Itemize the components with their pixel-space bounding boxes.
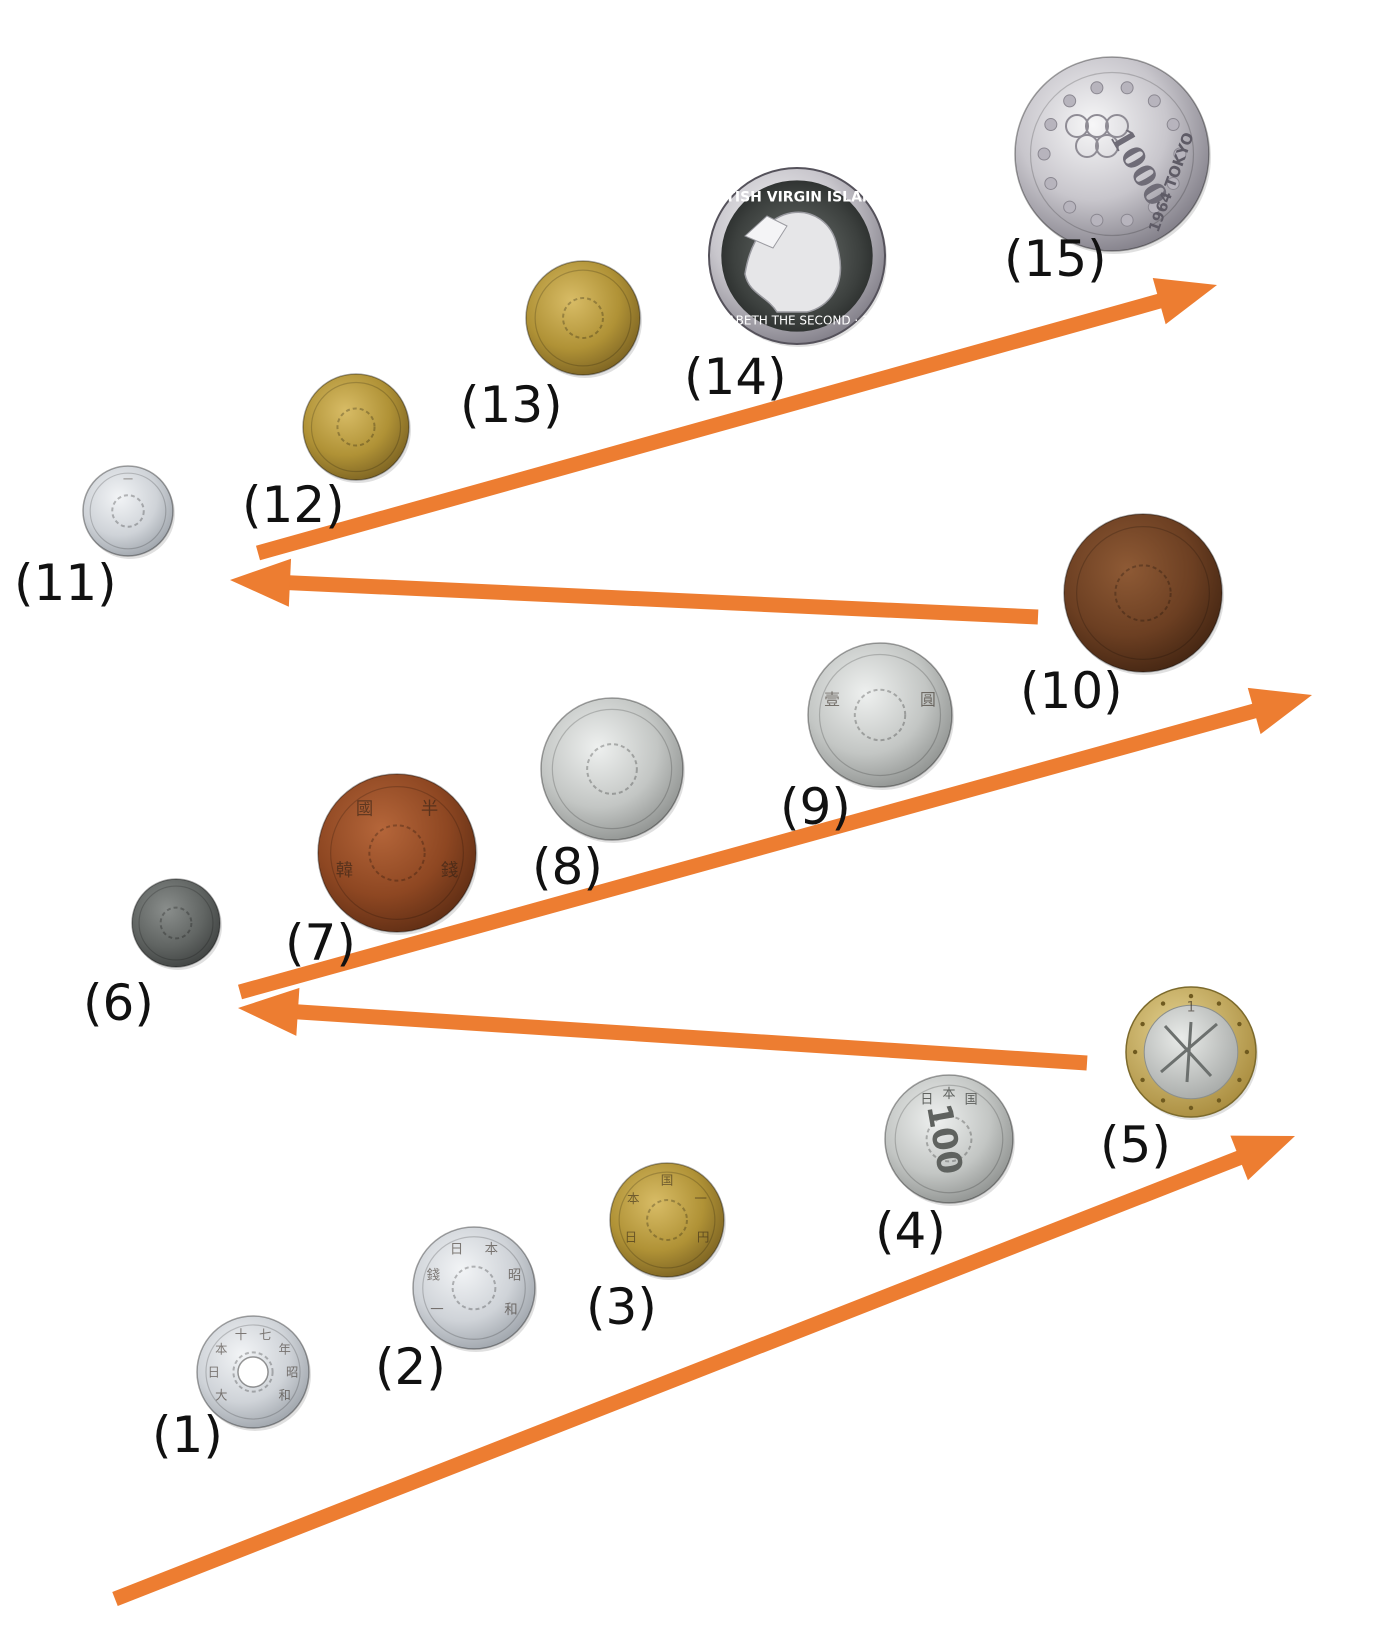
coin-inscription: 一 [430, 1303, 443, 1318]
coin-inscription: ELIZABETH THE SECOND · 1973 [701, 314, 892, 328]
coin-inscription: 昭 [508, 1269, 521, 1284]
coin-inscription: 日 [208, 1365, 220, 1379]
coin-inscription: 本 [942, 1087, 955, 1102]
coin-inscription: 七 [259, 1328, 271, 1342]
coin: 一 錢日 本昭和 [412, 1226, 537, 1352]
coin-number-label: (3) [586, 1278, 657, 1336]
coin [540, 697, 685, 843]
coin-inscription: 円 [697, 1229, 710, 1244]
coin: BRITISH VIRGIN ISLANDS ELIZABETH THE SECO… [699, 167, 896, 347]
arrow [230, 558, 1039, 625]
coin-number-label: (4) [875, 1202, 946, 1260]
coin-inscription: 一 [694, 1191, 707, 1206]
arrow-head [1152, 278, 1217, 325]
coin: 壹圓 [807, 642, 954, 790]
coin-inscription: 国 [965, 1093, 978, 1108]
coin-number-label: (12) [242, 476, 345, 534]
coin-inscription: 和 [279, 1388, 291, 1402]
coin-inscription: 日 [920, 1093, 933, 1108]
arrow-shaft [255, 292, 1166, 561]
arrow [112, 1135, 1295, 1606]
arrow-shaft [237, 702, 1261, 1000]
coin-number-label: (11) [14, 554, 117, 612]
coin-number-label: (14) [684, 348, 787, 406]
arrow-shaft [293, 1004, 1088, 1071]
coin-inscription: 和 [504, 1302, 517, 1318]
coin-number-label: (13) [460, 376, 563, 434]
coin-number-label: (10) [1020, 662, 1123, 720]
coin-inscription: 錢 [427, 1267, 440, 1284]
coin: 100日本国 [884, 1074, 1015, 1206]
coin-inscription: 日 [625, 1229, 638, 1244]
arrow [237, 687, 1312, 1000]
coin-inscription: 1 [1186, 1000, 1195, 1016]
arrow-head [230, 558, 292, 607]
coin-inscription: 韓 [336, 861, 353, 881]
arrow-head [1247, 687, 1312, 735]
coin-number-label: (6) [83, 974, 154, 1032]
coin-number-label: (5) [1100, 1116, 1171, 1174]
coin-number-label: (15) [1004, 230, 1107, 288]
coin-number-label: (8) [532, 838, 603, 896]
coin-inscription: 日 [450, 1243, 463, 1258]
arrow [238, 987, 1088, 1071]
coin-inscription: 国 [661, 1172, 674, 1187]
coin-number-label: (7) [285, 914, 356, 972]
coin-inscription: BRITISH VIRGIN ISLANDS [699, 189, 896, 205]
arrow-shaft [285, 575, 1039, 625]
coin-number-label: (9) [780, 778, 851, 836]
coin-layer: 大日本十 七年昭和一錢日 本昭和日本国一円100日本国1韓國 半錢壹 圓一BRITISH… [82, 56, 1258, 1431]
coin-inscription: 壹 [824, 690, 840, 709]
coin-inscription: 本 [215, 1342, 227, 1356]
arrow-head [238, 987, 300, 1036]
coin: 日 本 国一円 [609, 1162, 726, 1280]
coin [131, 878, 222, 970]
coin-inscription: 錢 [441, 861, 458, 881]
arrow-shaft [112, 1149, 1246, 1606]
coin [525, 260, 642, 378]
coin-inscription: 本 [485, 1242, 498, 1258]
coin: 1 [1125, 986, 1258, 1120]
coin-inscription: 昭 [286, 1365, 298, 1379]
coin-inscription: 一 [123, 475, 133, 486]
coin [1063, 513, 1224, 675]
coin: 一 [82, 465, 175, 559]
coin-inscription: 半 [421, 799, 438, 819]
arrow [255, 278, 1217, 561]
coin [302, 373, 411, 483]
coin-inscription: 本 [627, 1191, 640, 1206]
coin-number-label: (1) [152, 1406, 223, 1464]
coin-hole [237, 1356, 269, 1388]
coin-inscription: 圓 [920, 690, 936, 709]
coin-inscription: 年 [279, 1342, 291, 1356]
coin-inscription: 大 [215, 1388, 227, 1402]
arrow-layer [112, 278, 1312, 1606]
coin-number-label: (2) [375, 1338, 446, 1396]
coin-inscription: 國 [356, 799, 373, 819]
coin: 韓 國 半錢 [317, 773, 478, 935]
coin-inscription: 十 [235, 1328, 247, 1342]
arrow-head [1230, 1135, 1295, 1181]
